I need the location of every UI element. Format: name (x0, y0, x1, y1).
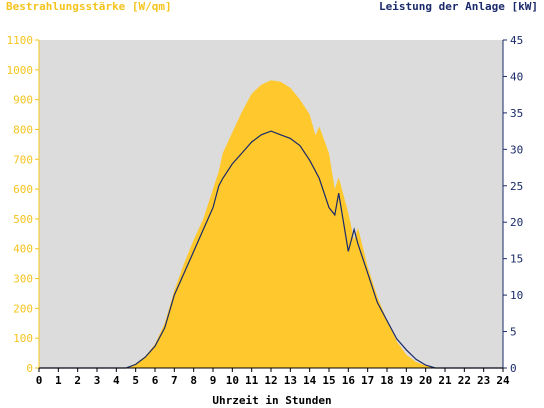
left-tick-label: 0 (26, 362, 33, 375)
right-tick-label: 25 (510, 180, 523, 193)
x-tick-label: 2 (74, 374, 81, 387)
left-tick-label: 200 (13, 302, 33, 315)
x-tick-label: 3 (94, 374, 101, 387)
right-tick-label: 35 (510, 107, 523, 120)
x-tick-label: 7 (171, 374, 178, 387)
right-axis-title: Leistung der Anlage [kW] (379, 0, 538, 13)
axes: 0100200300400500600700800900100011000510… (7, 34, 524, 387)
x-tick-label: 24 (496, 374, 510, 387)
x-tick-label: 18 (380, 374, 393, 387)
x-tick-label: 15 (322, 374, 335, 387)
x-tick-label: 0 (36, 374, 43, 387)
power-line (39, 130, 503, 369)
x-tick-label: 23 (477, 374, 490, 387)
x-tick-label: 6 (152, 374, 159, 387)
right-tick-label: 5 (510, 326, 517, 339)
x-axis-title: Uhrzeit in Stunden (212, 394, 332, 407)
x-tick-label: 11 (245, 374, 259, 387)
right-tick-label: 45 (510, 34, 523, 47)
x-tick-label: 14 (303, 374, 317, 387)
left-tick-label: 300 (13, 273, 33, 286)
x-tick-label: 19 (400, 374, 413, 387)
x-tick-label: 17 (361, 374, 374, 387)
x-tick-label: 1 (55, 374, 62, 387)
left-tick-label: 1000 (7, 64, 34, 77)
left-tick-label: 800 (13, 123, 33, 136)
x-tick-label: 9 (210, 374, 217, 387)
x-tick-label: 12 (264, 374, 277, 387)
right-tick-label: 30 (510, 143, 523, 156)
x-tick-label: 13 (284, 374, 297, 387)
left-tick-label: 500 (13, 213, 33, 226)
x-tick-label: 16 (342, 374, 356, 387)
left-tick-label: 700 (13, 153, 33, 166)
irradiance-area (39, 80, 503, 369)
right-tick-label: 40 (510, 70, 523, 83)
left-axis-title: Bestrahlungsstärke [W/qm] (6, 0, 172, 13)
left-tick-label: 900 (13, 94, 33, 107)
left-tick-label: 400 (13, 243, 33, 256)
right-tick-label: 15 (510, 253, 523, 266)
x-tick-label: 21 (438, 374, 452, 387)
x-tick-label: 20 (419, 374, 432, 387)
right-tick-label: 10 (510, 289, 523, 302)
x-tick-label: 4 (113, 374, 120, 387)
x-tick-label: 8 (190, 374, 197, 387)
right-tick-label: 0 (510, 362, 517, 375)
right-tick-label: 20 (510, 216, 523, 229)
x-tick-label: 5 (132, 374, 139, 387)
x-tick-label: 10 (226, 374, 239, 387)
left-tick-label: 600 (13, 183, 33, 196)
left-tick-label: 100 (13, 332, 33, 345)
x-tick-label: 22 (458, 374, 471, 387)
left-tick-label: 1100 (7, 34, 34, 47)
